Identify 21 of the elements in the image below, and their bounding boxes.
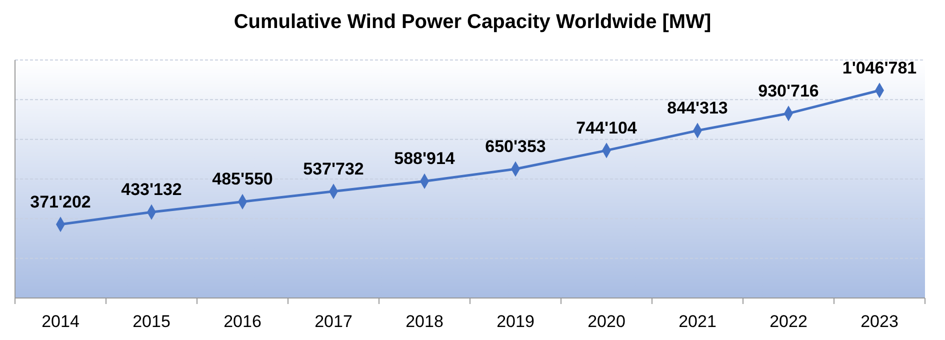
- chart-title: Cumulative Wind Power Capacity Worldwide [MW]: [234, 11, 712, 33]
- data-label: 930'716: [758, 81, 819, 100]
- x-tick-label: 2021: [678, 312, 716, 331]
- x-tick-label: 2018: [406, 312, 444, 331]
- x-tick-label: 2019: [496, 312, 534, 331]
- data-label: 485'550: [212, 170, 273, 189]
- x-tick-label: 2020: [588, 312, 626, 331]
- x-tick-label: 2014: [42, 312, 80, 331]
- data-label: 537'732: [303, 159, 364, 178]
- x-tick-label: 2022: [770, 312, 808, 331]
- data-label: 1'046'781: [842, 58, 917, 78]
- data-label: 844'313: [667, 98, 728, 118]
- x-tick-label: 2023: [860, 312, 898, 331]
- data-label: 371'202: [30, 192, 91, 212]
- data-label: 744'104: [576, 118, 638, 138]
- x-tick-label: 2015: [132, 312, 170, 331]
- data-label: 433'132: [121, 180, 182, 200]
- x-tick-label: 2017: [314, 312, 352, 331]
- data-label: 588'914: [394, 149, 456, 168]
- x-tick-label: 2016: [224, 312, 262, 331]
- data-label: 650'353: [485, 137, 546, 156]
